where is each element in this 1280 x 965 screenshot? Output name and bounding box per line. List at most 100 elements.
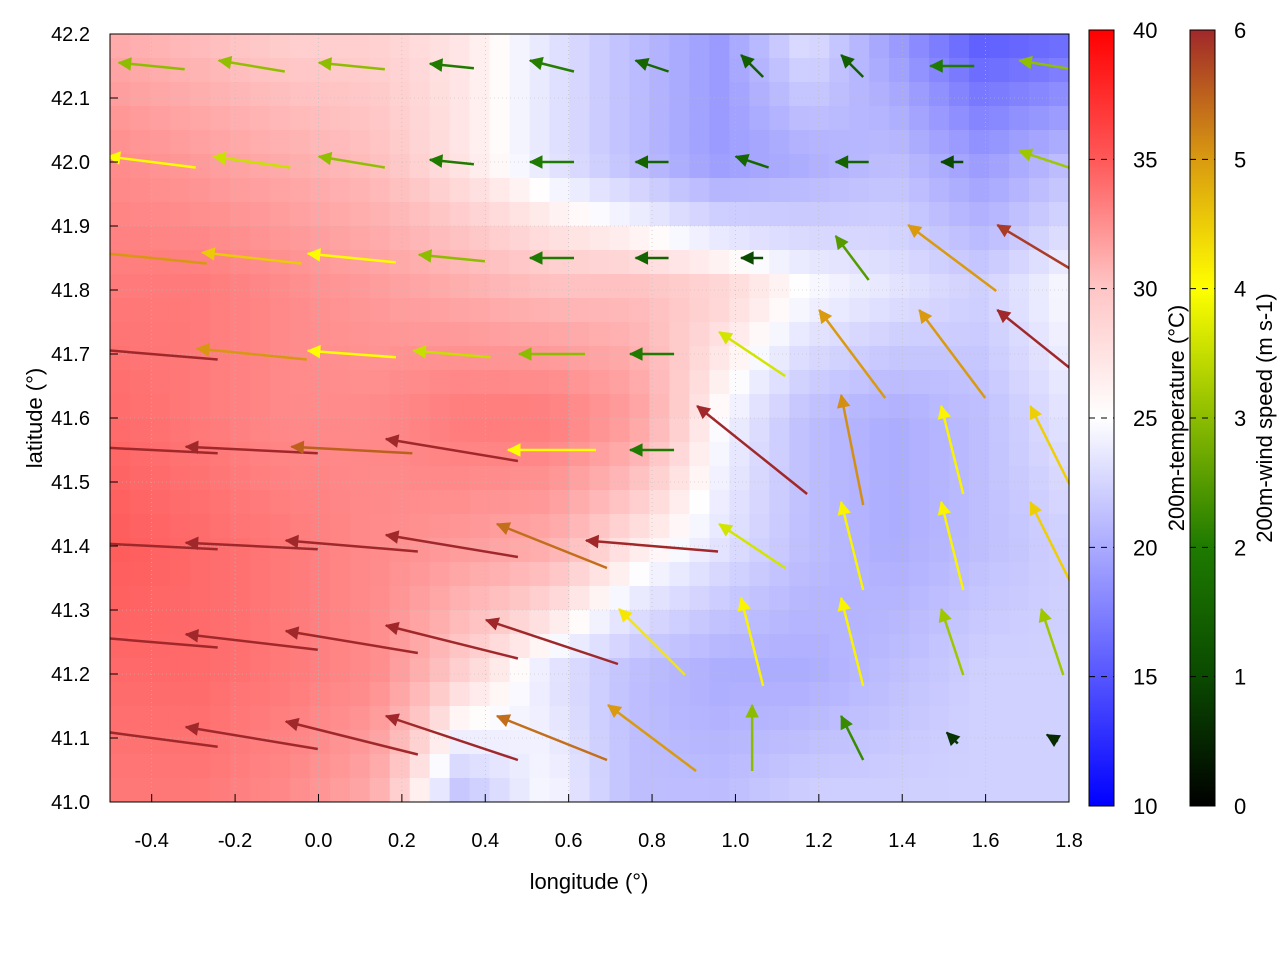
heat-cell (869, 490, 890, 515)
wind-arrow-shaft (607, 704, 697, 772)
x-tick-label: 0.4 (471, 830, 499, 852)
heat-cell (709, 202, 730, 227)
heat-cell (989, 154, 1010, 179)
heat-cell (209, 178, 231, 203)
heat-cell (649, 706, 670, 731)
heat-cell (130, 274, 151, 299)
heat-cell (789, 346, 810, 371)
heat-cell (369, 754, 391, 779)
heat-cell (609, 82, 631, 107)
heat-cell (869, 634, 890, 659)
heat-cell (130, 322, 151, 347)
heat-cell (649, 274, 670, 299)
wind-arrow-head (384, 530, 400, 544)
heat-cell (169, 754, 191, 779)
heat-cell (1029, 754, 1050, 779)
wind-arrow-head (97, 248, 110, 260)
heat-cell (789, 682, 810, 707)
heat-cell (509, 730, 531, 755)
heat-cell (929, 658, 950, 683)
heat-cell (689, 514, 710, 539)
heat-cell (569, 106, 591, 131)
heat-cell (449, 418, 471, 443)
heat-cell (130, 82, 151, 107)
wind-arrow (110, 349, 218, 361)
heat-cell (409, 226, 431, 251)
heat-cell (209, 106, 231, 131)
heat-cell (629, 106, 651, 131)
heat-cell (829, 442, 850, 467)
heat-cell (649, 442, 670, 467)
heat-cell (769, 490, 790, 515)
heat-cell (1029, 106, 1050, 131)
heat-cell (969, 418, 990, 443)
heat-cell (549, 466, 571, 491)
heat-cell (649, 562, 670, 587)
heat-cell (669, 610, 690, 635)
heat-cell (130, 466, 151, 491)
heat-cell (469, 706, 491, 731)
heat-cell (269, 538, 291, 563)
wind-arrow-head (284, 534, 299, 549)
heat-cell (529, 34, 551, 59)
heat-cell (1029, 538, 1050, 563)
colorbar-tick-label: 6 (1234, 18, 1246, 43)
wind-arrow-head (184, 440, 199, 455)
heat-cell (569, 82, 591, 107)
heat-cell (449, 754, 471, 779)
heat-cell (329, 610, 351, 635)
heat-cell (769, 538, 790, 563)
heat-cell (609, 178, 631, 203)
heat-cell (549, 394, 571, 419)
heat-cell (209, 562, 231, 587)
heat-cell (869, 586, 890, 611)
heat-cell (389, 466, 411, 491)
heat-cell (509, 202, 531, 227)
wind-arrow-shaft (413, 349, 491, 359)
heat-cell (649, 394, 670, 419)
wind-arrow (317, 151, 386, 169)
heat-cell (169, 586, 191, 611)
wind-arrow (284, 534, 418, 553)
heat-cell (469, 202, 491, 227)
wind-arrow-head (212, 151, 227, 166)
heat-cell (369, 442, 391, 467)
heat-cell (229, 586, 251, 611)
wind-arrow (1018, 148, 1069, 169)
wind-arrow-head (184, 628, 199, 643)
heat-cell (1029, 682, 1050, 707)
heat-cell (269, 274, 291, 299)
heat-cell (349, 58, 371, 83)
wind-arrow (745, 703, 759, 771)
heat-cell (1049, 706, 1069, 731)
heat-cell (189, 178, 211, 203)
heat-cell (949, 778, 970, 802)
heat-cell (869, 250, 890, 275)
heat-cell (989, 202, 1010, 227)
wind-arrow-shaft (818, 309, 887, 399)
heat-cell (309, 754, 331, 779)
heat-cell (229, 82, 251, 107)
heat-cell (1009, 634, 1030, 659)
heat-cell (449, 82, 471, 107)
heat-cell (569, 610, 591, 635)
heat-cell (669, 586, 690, 611)
heat-cell (809, 394, 830, 419)
heat-cell (249, 82, 271, 107)
heat-cell (429, 778, 451, 802)
wind-arrow (306, 248, 396, 264)
heat-cell (130, 562, 151, 587)
heat-cell (1029, 226, 1050, 251)
heat-cell (130, 298, 151, 323)
heat-cell (989, 178, 1010, 203)
heat-cell (369, 490, 391, 515)
heat-cell (150, 394, 171, 419)
heat-cell (309, 586, 331, 611)
heat-cell (689, 82, 710, 107)
heat-cell (209, 202, 231, 227)
heat-cell (549, 346, 571, 371)
heat-cell (789, 586, 810, 611)
heat-cell (509, 250, 531, 275)
heat-cell (749, 250, 770, 275)
heat-cell (209, 394, 231, 419)
